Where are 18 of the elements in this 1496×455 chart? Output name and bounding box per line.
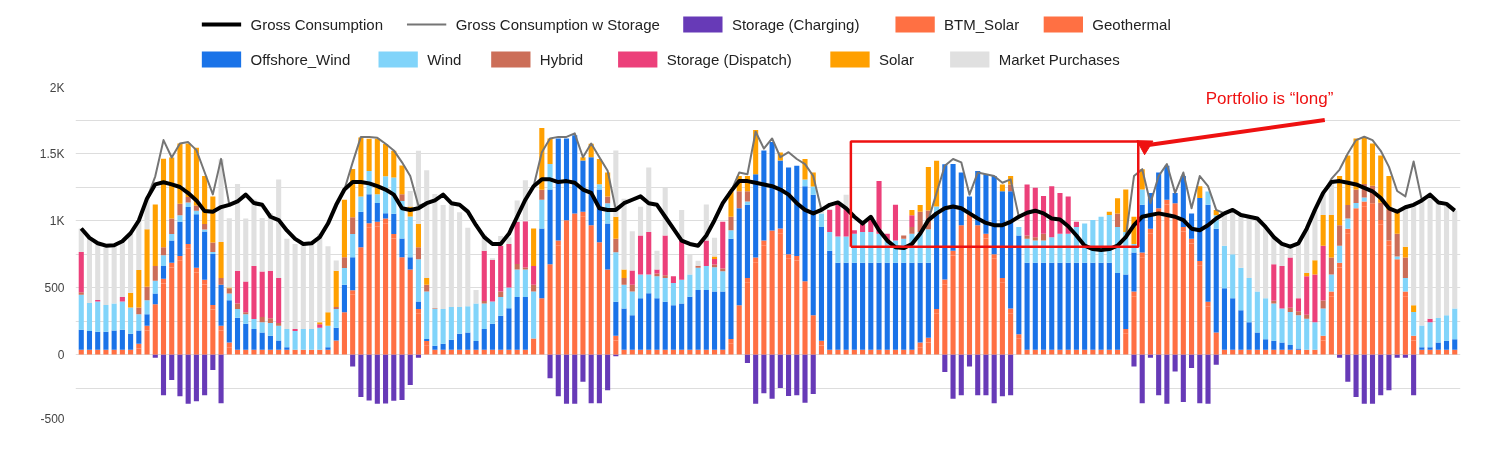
y-tick-label: -500 [40, 411, 65, 426]
legend-label: Gross Consumption [250, 16, 384, 33]
legend-label: BTM_Solar [944, 16, 1020, 33]
legend-label: Offshore_Wind [250, 51, 351, 68]
y-tick-label: 1K [49, 213, 65, 228]
legend-label: Wind [427, 51, 462, 68]
legend-label: Gross Consumption w Storage [455, 16, 660, 33]
legend-label: Storage (Dispatch) [666, 51, 792, 68]
annotation: Portfolio is “long” [1205, 89, 1334, 109]
y-tick-label: 0 [57, 347, 65, 362]
y-tick-label: 1.5K [39, 146, 65, 161]
legend-label: Storage (Charging) [731, 16, 860, 33]
legend-label: Hybrid [539, 51, 584, 68]
y-tick-label: 500 [44, 280, 65, 295]
legend-label: Market Purchases [998, 51, 1120, 68]
legend-label: Geothermal [1092, 16, 1171, 33]
legend-label: Solar [878, 51, 915, 68]
y-tick-label: 2K [49, 80, 65, 95]
